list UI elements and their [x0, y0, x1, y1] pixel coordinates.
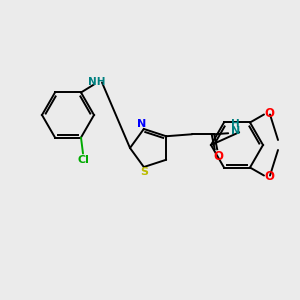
Text: O: O: [264, 170, 274, 183]
Text: O: O: [264, 107, 274, 120]
Text: NH: NH: [88, 77, 106, 88]
Text: N: N: [137, 119, 146, 129]
Text: S: S: [140, 167, 148, 177]
Text: Cl: Cl: [77, 154, 89, 164]
Text: H: H: [231, 119, 240, 129]
Text: O: O: [213, 150, 223, 163]
Text: N: N: [231, 126, 240, 136]
